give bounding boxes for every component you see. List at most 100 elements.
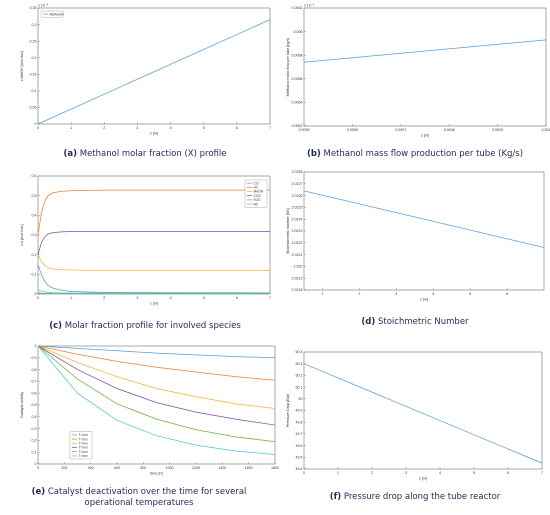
- chart-stoichiometric-number: 1 2 3 4 5 6 2.0218 2.0219 2.022 2.0221 2.0222 2.022…: [286, 170, 545, 302]
- y-tick-label-a: 0.2: [32, 56, 37, 60]
- x-tick-label-f: 6: [507, 471, 509, 475]
- x-tick-label-e: 1400: [218, 466, 226, 470]
- series-line-e-2: [37, 345, 276, 381]
- y-tick-label-e: 0.4: [32, 415, 37, 419]
- x-axis-label-c: z [m]: [150, 302, 158, 306]
- caption-b: (b) Methanol mass flow production per tu…: [282, 149, 548, 160]
- series-line-f-1: [303, 363, 543, 464]
- y-tick-label-f: 49.8: [296, 420, 303, 424]
- series-line-c-6: [37, 289, 270, 294]
- x-tick-label-c: 4: [170, 296, 172, 300]
- chart-catalyst-deactivation: 0 200 400 600 800 1000 1200 1400 1600 1800 0 0.1 0.2…: [20, 344, 279, 476]
- y-tick-label-e: 0.6: [32, 391, 37, 395]
- legend-label-c: H2O: [254, 198, 261, 202]
- y-tick-label-a: 0.15: [30, 72, 37, 76]
- plot-frame-b: [303, 7, 547, 127]
- y-tick-label-b: 0.0052: [292, 124, 303, 128]
- legend-label-e: T=xxx: [79, 450, 88, 454]
- plot-frame-f: [303, 351, 543, 470]
- x-tick-label-a: 1: [70, 126, 72, 130]
- plot-frame-a: [37, 7, 271, 125]
- x-tick-label-c: 5: [203, 296, 205, 300]
- caption-d-text: Stoichmetric Number: [375, 317, 469, 327]
- caption-d-letter: (d): [361, 317, 376, 327]
- x-tick-label-d: 5: [469, 292, 471, 296]
- y-tick-label-c: 0.5: [32, 194, 37, 198]
- x-tick-label-a: 5: [203, 126, 205, 130]
- series-line-c-2: [37, 189, 270, 236]
- x-tick-label-e: 1200: [192, 466, 200, 470]
- y-tick-label-f: 50.4: [296, 350, 303, 354]
- y-tick-label-d: 2.0224: [292, 217, 303, 221]
- y-tick-label-f: 49.7: [296, 432, 303, 436]
- y-tick-label-f: 49.4: [296, 467, 303, 471]
- chart-methanol-mass-flow: 0.0005 0.0006 0.0007 0.0008 0.0009 0.001 0.005…: [286, 4, 550, 138]
- caption-b-letter: (b): [306, 149, 321, 159]
- x-tick-label-c: 6: [236, 296, 238, 300]
- y-tick-label-e: 0.3: [32, 427, 37, 431]
- x-axis-label-e: time [h]: [150, 472, 162, 476]
- x-tick-label-b: 0.0009: [492, 128, 503, 132]
- chart-species-molar-fraction: 0 1 2 3 4 5 6 7 0 0.1 0.2 0.3 0.4 0.5 0.6 z [m] x k [mol…: [20, 174, 271, 306]
- x-tick-label-c: 1: [70, 296, 72, 300]
- y-tick-label-d: 2.0223: [292, 229, 303, 233]
- legend-label-e: T=xxx: [79, 437, 88, 441]
- panel-e: 0 200 400 600 800 1000 1200 1400 1600 1800 0 0.1 0.2…: [8, 340, 280, 515]
- y-tick-label-d: 2.022: [294, 265, 303, 269]
- y-tick-label-d: 2.0222: [292, 241, 303, 245]
- x-tick-label-c: 0: [37, 296, 39, 300]
- plot-frame-d: [303, 171, 545, 291]
- series-line-c-1: [37, 264, 271, 294]
- series-line-e-6: [37, 345, 276, 455]
- x-tick-label-e: 200: [61, 466, 67, 470]
- x-tick-label-f: 4: [439, 471, 441, 475]
- x-tick-label-d: 3: [395, 292, 397, 296]
- x-tick-label-f: 1: [337, 471, 339, 475]
- caption-f: (f) Pressure drop along the tube reactor: [282, 492, 548, 503]
- caption-f-text: Pressure drop along the tube reactor: [341, 492, 501, 502]
- series-line-c-4: [37, 231, 270, 255]
- y-tick-label-e: 0.7: [32, 380, 37, 384]
- x-tick-label-d: 1: [321, 292, 323, 296]
- series-line-e-4: [37, 345, 276, 426]
- x-tick-label-e: 1600: [245, 466, 253, 470]
- series-line-e-1: [37, 345, 276, 359]
- x-tick-label-a: 2: [103, 126, 105, 130]
- x-tick-label-c: 2: [103, 296, 105, 300]
- y-tick-label-e: 0: [35, 462, 37, 466]
- legend-label-c: CO2: [254, 194, 261, 198]
- legend-label-c: CO: [254, 181, 259, 185]
- panel-f: 0 1 2 3 4 5 6 7 49.4 49.5 49.6 49.7 49.8 49.9 50 50.1 50…: [282, 342, 548, 515]
- series-line-e-5: [37, 345, 276, 442]
- x-tick-label-e: 600: [114, 466, 120, 470]
- x-tick-label-b: 0.0006: [347, 128, 358, 132]
- legend-label-c: H2: [254, 186, 258, 190]
- x-tick-label-c: 3: [136, 296, 138, 300]
- legend-box-a: [40, 10, 64, 18]
- x-tick-label-a: 4: [170, 126, 172, 130]
- x-tick-label-c: 7: [269, 296, 271, 300]
- series-line-c-5: [37, 292, 270, 294]
- y-tick-label-d: 2.0228: [292, 170, 303, 174]
- caption-a-text: Methanol molar fraction (X) profile: [77, 149, 227, 159]
- panel-c: 0 1 2 3 4 5 6 7 0 0.1 0.2 0.3 0.4 0.5 0.6 z [m] x k [mol…: [14, 170, 276, 335]
- y-tick-label-e: 0.9: [32, 356, 37, 360]
- caption-c-text: Molar fraction profile for involved spec…: [62, 321, 241, 331]
- x-tick-label-d: 6: [506, 292, 508, 296]
- y-tick-label-d: 2.0219: [292, 276, 303, 280]
- chart-pressure-drop: 0 1 2 3 4 5 6 7 49.4 49.5 49.6 49.7 49.8 49.9 50 50.1 50…: [286, 350, 543, 480]
- y-tick-label-e: 0.5: [32, 403, 37, 407]
- y-tick-label-f: 50: [299, 397, 303, 401]
- legend-label-e: T=xxx: [79, 442, 88, 446]
- chart-methanol-molar-fraction: 0 1 2 3 4 5 6 7 0 0.05 0.1 0.15 0.2 0.25 0.3 0.35x 10⁻³…: [20, 4, 271, 136]
- y-tick-label-a: 0.3: [32, 23, 37, 27]
- y-tick-label-a: 0.05: [30, 106, 37, 110]
- x-tick-label-f: 7: [541, 471, 543, 475]
- caption-e: (e) Catalyst deactivation over the time …: [8, 487, 270, 509]
- exponent-label-b: x 10⁻³: [304, 4, 315, 8]
- x-tick-label-a: 6: [236, 126, 238, 130]
- legend-label-c: MeOH: [254, 190, 264, 194]
- caption-a: (a) Methanol molar fraction (X) profile: [14, 149, 276, 160]
- plot-frame-c: [37, 175, 271, 295]
- caption-e-letter: (e): [31, 487, 46, 497]
